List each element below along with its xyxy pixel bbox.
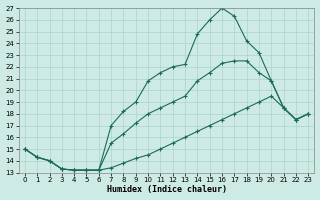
X-axis label: Humidex (Indice chaleur): Humidex (Indice chaleur)	[107, 185, 227, 194]
